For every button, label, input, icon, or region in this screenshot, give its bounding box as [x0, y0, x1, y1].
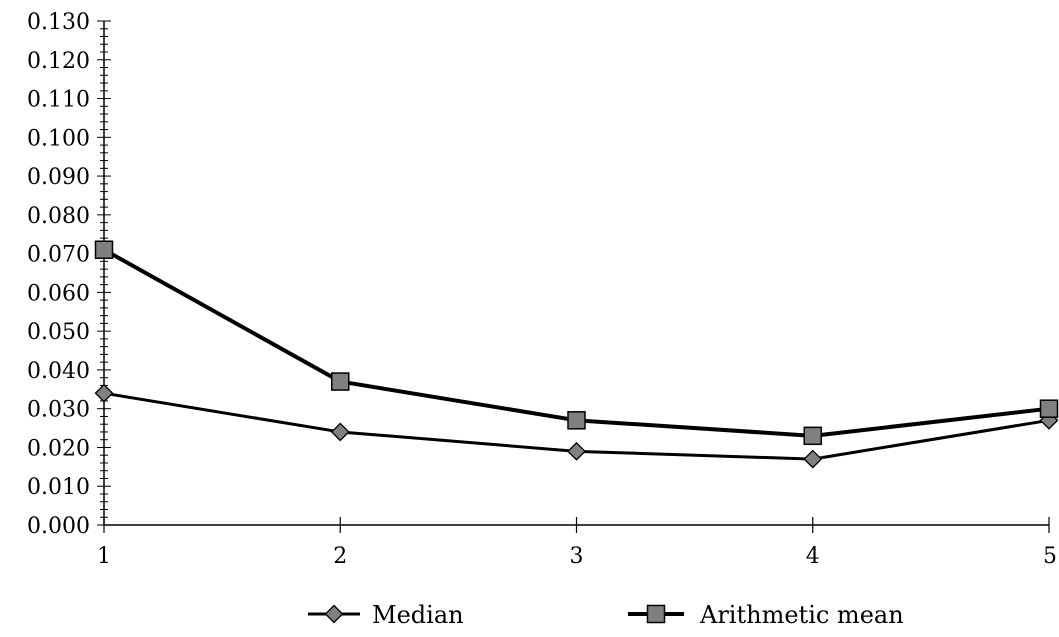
- series-arithmetic-mean: [94, 240, 1059, 446]
- x-tick-label: 1: [97, 544, 111, 569]
- legend-label: Median: [372, 601, 464, 629]
- y-tick-label: 0.080: [27, 204, 90, 229]
- diamond-marker: [330, 422, 350, 442]
- diamond-marker: [94, 383, 114, 403]
- y-tick-label: 0.130: [27, 10, 90, 35]
- series-line: [103, 247, 1050, 438]
- legend-item-arithmetic-mean: Arithmetic mean: [628, 601, 904, 629]
- y-tick-label: 0.100: [27, 126, 90, 151]
- legend: Median Arithmetic mean: [308, 601, 904, 629]
- series-median: [94, 383, 1059, 469]
- legend-label: Arithmetic mean: [699, 601, 904, 629]
- y-axis: 0.000 0.010 0.020 0.030 0.040 0.050 0.060 0.070…: [27, 10, 111, 539]
- y-tick-label: 0.030: [27, 398, 90, 423]
- y-tick-label: 0.040: [27, 359, 90, 384]
- x-axis: 1 2 3 4 5: [97, 517, 1057, 569]
- square-marker: [94, 240, 114, 259]
- square-marker: [1039, 399, 1059, 418]
- legend-marker: [646, 604, 666, 624]
- legend-marker: [324, 604, 344, 624]
- y-tick-label: 0.020: [27, 436, 90, 461]
- diamond-marker: [803, 449, 823, 469]
- series-layer: [94, 240, 1059, 469]
- y-tick-label: 0.110: [27, 88, 90, 113]
- y-tick-label: 0.060: [27, 281, 90, 306]
- y-tick-label: 0.010: [27, 475, 90, 500]
- square-marker: [803, 426, 822, 446]
- x-tick-label: 2: [333, 544, 347, 569]
- legend-item-median: Median: [308, 601, 464, 629]
- y-tick-label: 0.050: [27, 320, 90, 345]
- x-tick-label: 5: [1043, 544, 1057, 569]
- diamond-marker: [567, 441, 586, 461]
- x-tick-label: 3: [570, 544, 584, 569]
- y-tick-label: 0.090: [27, 165, 90, 190]
- y-tick-label: 0.120: [27, 49, 90, 74]
- square-marker: [331, 372, 350, 391]
- y-tick-label: 0.070: [27, 243, 90, 268]
- y-tick-label: 0.000: [27, 514, 90, 539]
- square-marker: [567, 411, 586, 430]
- x-tick-label: 4: [806, 544, 820, 569]
